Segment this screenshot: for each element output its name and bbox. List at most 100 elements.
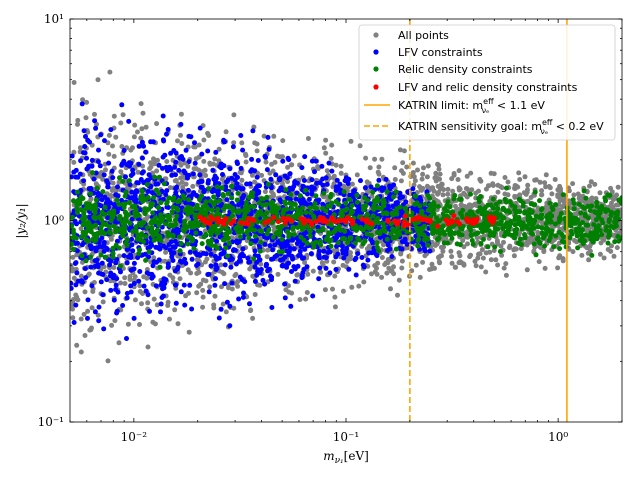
data-point	[286, 260, 292, 266]
data-point	[177, 276, 183, 282]
data-point	[299, 273, 305, 279]
data-point	[247, 301, 252, 307]
data-point	[156, 162, 162, 168]
data-point	[280, 263, 286, 269]
data-point	[85, 297, 91, 303]
data-point	[523, 191, 529, 197]
data-point	[70, 254, 76, 260]
data-point	[264, 254, 270, 260]
data-point	[391, 194, 396, 200]
data-point	[164, 188, 170, 194]
data-point	[130, 228, 136, 234]
data-point	[393, 189, 399, 195]
data-point	[75, 121, 80, 127]
data-point	[125, 321, 131, 327]
data-point	[349, 203, 355, 209]
data-point	[318, 269, 324, 275]
data-point	[197, 252, 203, 258]
data-point	[123, 174, 128, 180]
data-point	[110, 214, 116, 220]
data-point	[178, 241, 184, 246]
data-point	[89, 305, 95, 311]
data-point	[84, 155, 89, 161]
data-point	[172, 268, 178, 274]
data-point	[438, 244, 444, 250]
data-point	[100, 272, 106, 277]
data-point	[131, 260, 137, 266]
data-point	[515, 184, 521, 190]
data-point	[238, 170, 244, 176]
data-point	[364, 246, 370, 252]
data-point	[382, 262, 388, 268]
data-point	[183, 147, 189, 153]
data-point	[560, 192, 566, 198]
data-point	[220, 172, 225, 177]
data-point	[156, 191, 162, 196]
data-point	[94, 185, 100, 191]
data-point	[129, 216, 135, 222]
data-point	[222, 281, 228, 287]
data-point	[393, 246, 399, 252]
data-point	[103, 167, 108, 173]
data-point	[465, 241, 470, 247]
data-point	[112, 318, 118, 324]
data-point	[252, 248, 258, 254]
data-point	[289, 253, 295, 259]
data-point	[235, 174, 240, 180]
data-point	[307, 205, 313, 211]
data-point	[609, 243, 614, 249]
data-point	[455, 177, 461, 182]
data-point	[375, 260, 381, 266]
data-point	[285, 179, 291, 185]
data-point	[129, 242, 135, 248]
data-point	[236, 202, 242, 208]
data-point	[72, 261, 78, 266]
data-point	[397, 195, 403, 201]
data-point	[286, 248, 292, 254]
data-point	[190, 171, 196, 177]
data-point	[498, 243, 504, 249]
data-point	[111, 272, 117, 278]
data-point	[299, 165, 305, 171]
data-point	[429, 261, 435, 267]
data-point	[118, 280, 124, 286]
data-point	[329, 168, 335, 174]
data-point	[102, 138, 107, 144]
data-point	[333, 184, 339, 190]
data-point	[182, 302, 188, 308]
data-point	[265, 134, 271, 140]
data-point	[70, 174, 75, 180]
data-point	[571, 192, 577, 198]
data-point	[235, 283, 241, 289]
data-point	[234, 159, 240, 165]
data-point	[85, 308, 91, 314]
data-point	[483, 269, 489, 275]
data-point	[360, 262, 366, 268]
data-point	[277, 176, 283, 181]
data-point	[561, 199, 567, 205]
data-point	[170, 258, 176, 263]
data-point	[135, 129, 140, 135]
data-point	[537, 198, 542, 204]
data-point	[192, 160, 198, 166]
data-point	[605, 247, 611, 252]
data-point	[158, 309, 163, 315]
data-point	[262, 189, 268, 195]
data-point	[81, 311, 87, 317]
data-point	[141, 274, 147, 280]
data-point	[425, 163, 431, 169]
data-point	[288, 303, 294, 309]
data-point	[279, 236, 285, 242]
data-point	[161, 181, 167, 187]
data-point	[420, 171, 426, 177]
data-point	[191, 144, 197, 150]
data-point	[579, 252, 585, 258]
data-point	[229, 183, 235, 189]
data-point	[389, 254, 395, 259]
data-point	[507, 199, 513, 205]
data-point	[78, 273, 84, 279]
data-point	[124, 290, 130, 296]
data-point	[115, 184, 120, 190]
data-point	[367, 165, 373, 171]
data-point	[194, 290, 200, 296]
